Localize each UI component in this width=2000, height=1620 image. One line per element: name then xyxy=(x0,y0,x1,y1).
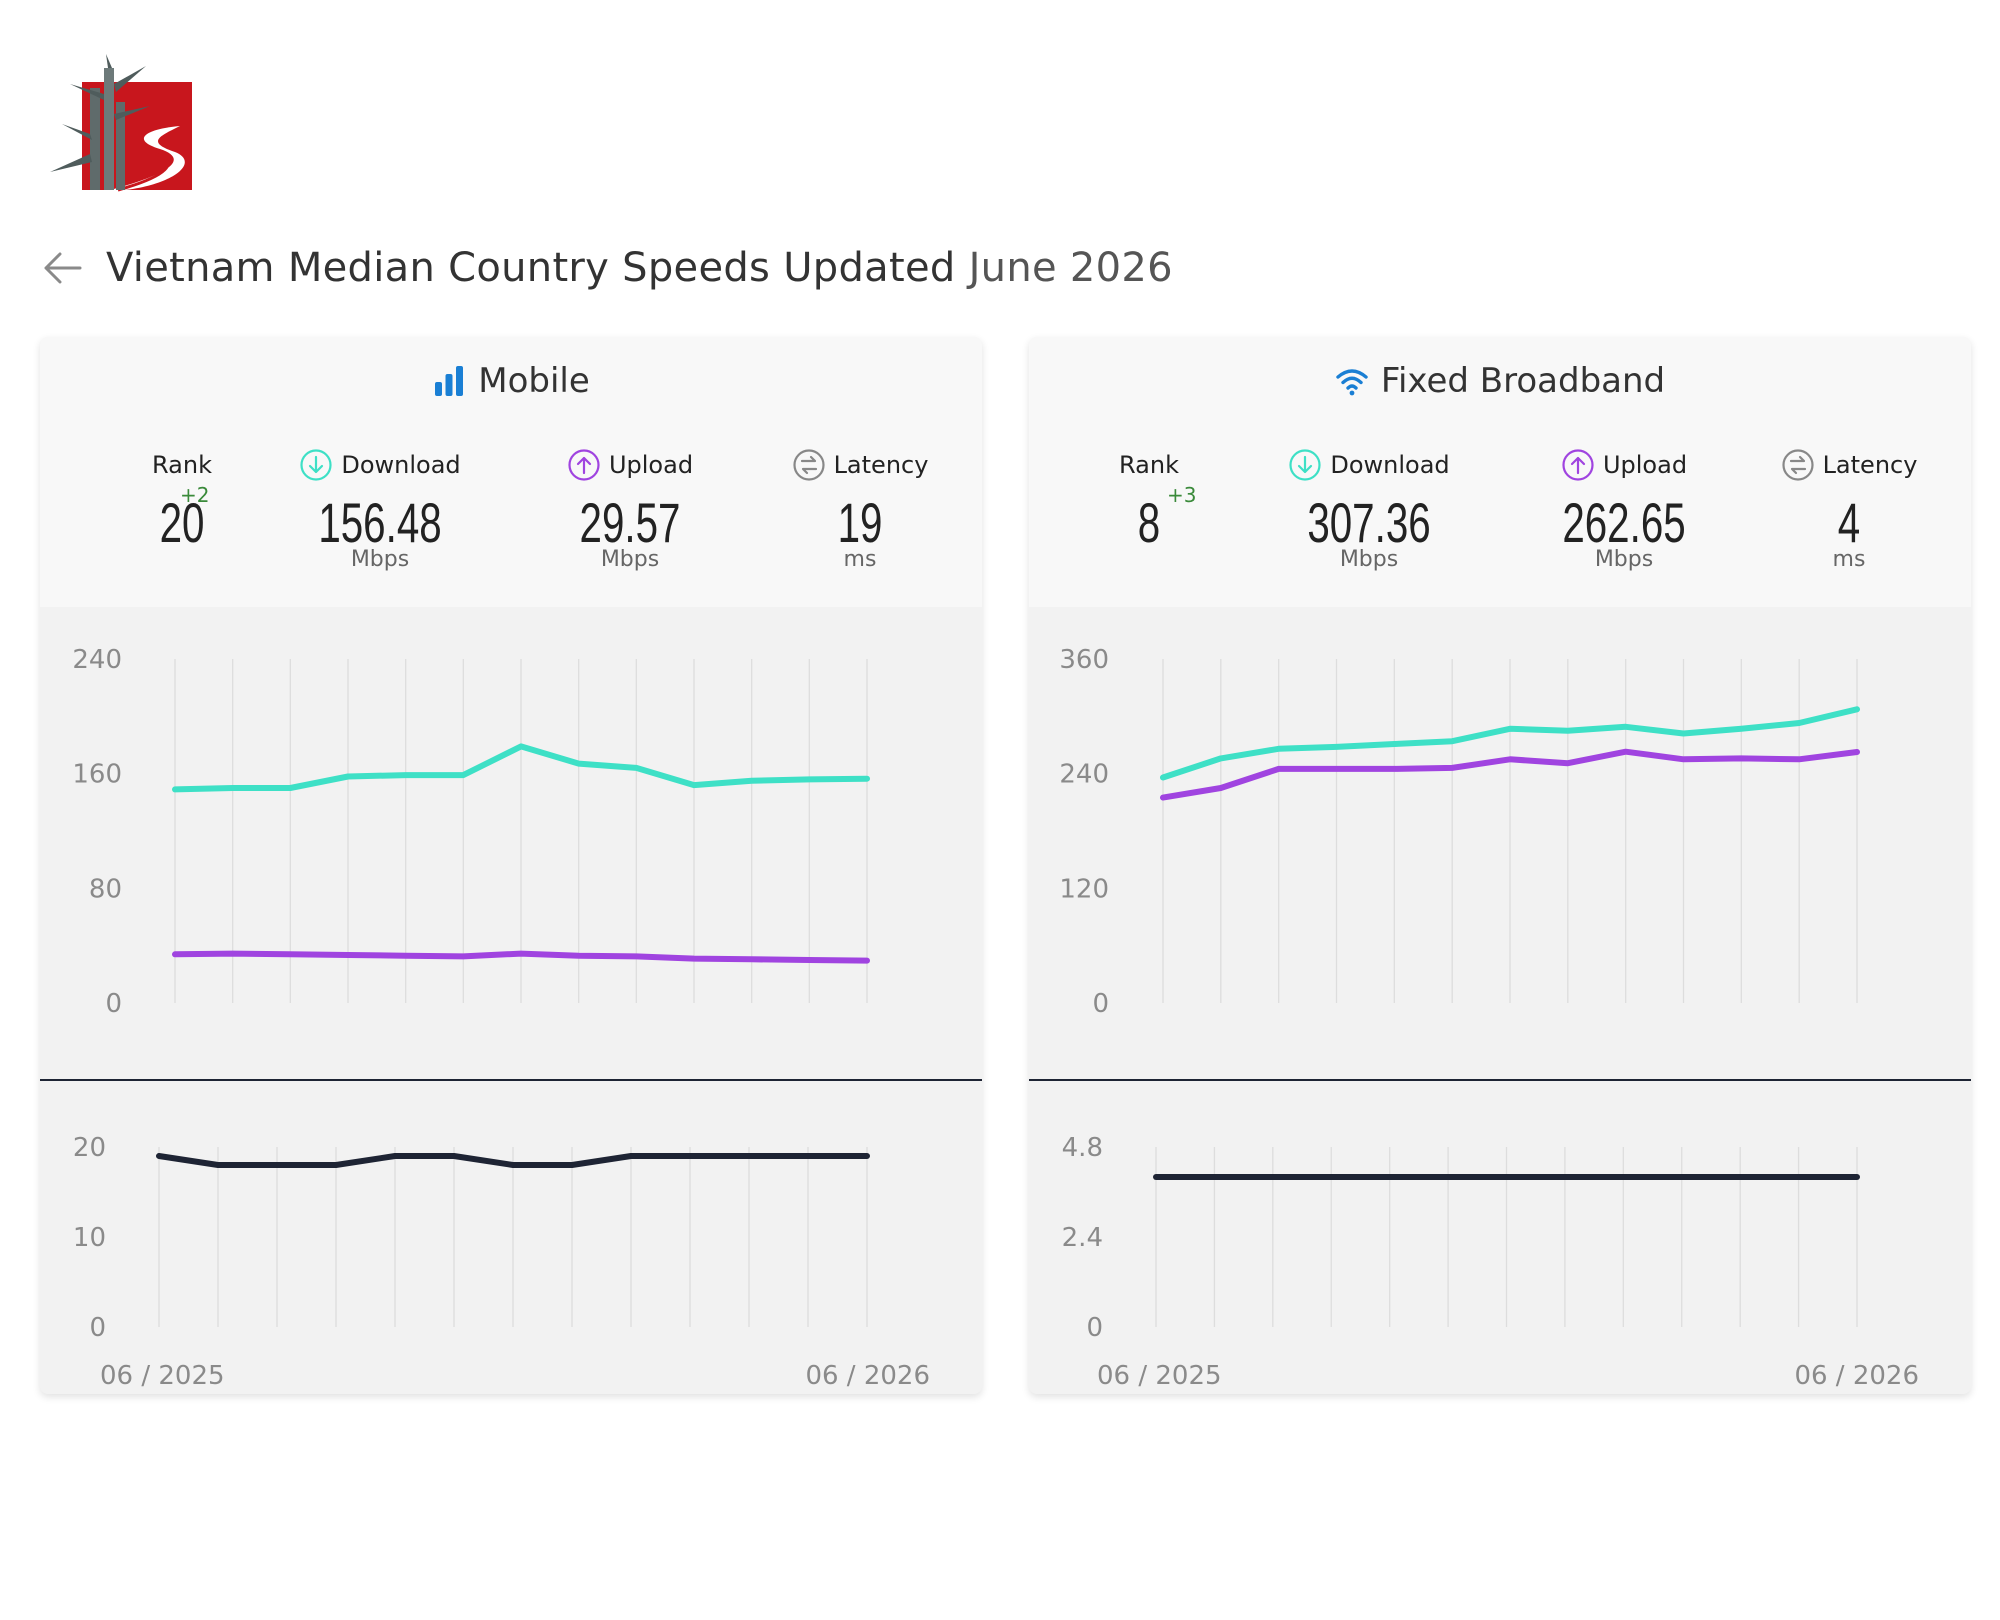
fixed-x-end-label: 06 / 2026 xyxy=(1794,1361,1919,1391)
fixed-rank-value: 8 xyxy=(1137,491,1161,554)
fixed-latency: Latency 4 ms xyxy=(1759,447,1939,572)
mobile-speed-y-tick-label: 0 xyxy=(105,989,122,1019)
page-title-text: Vietnam Median Country Speeds Updated xyxy=(106,245,956,291)
page-header: Vietnam Median Country Speeds Updated Ju… xyxy=(40,238,1173,298)
mobile-speed-y-tick-label: 160 xyxy=(72,760,122,790)
download-label: Download xyxy=(341,451,461,479)
fixed-speed-y-tick-label: 360 xyxy=(1059,645,1109,675)
mobile-speed-y-tick-label: 80 xyxy=(89,874,122,904)
mobile-speed-y-tick-label: 240 xyxy=(72,645,122,675)
fixed-broadband-card: Fixed Broadband Rank 8 +3 Download 307.3… xyxy=(1029,337,1971,1394)
fixed-card-title: Fixed Broadband xyxy=(1029,361,1971,401)
fixed-metrics-panel: Fixed Broadband Rank 8 +3 Download 307.3… xyxy=(1029,337,1971,607)
download-label: Download xyxy=(1330,451,1450,479)
mobile-x-end-label: 06 / 2026 xyxy=(805,1361,930,1391)
fixed-download-unit: Mbps xyxy=(1339,547,1399,572)
mobile-speed-upload-series-line xyxy=(172,950,870,964)
rank-label: Rank xyxy=(152,451,212,479)
fixed-speed-upload-series-line xyxy=(1160,748,1860,801)
mobile-latency-y-tick-label: 0 xyxy=(89,1313,106,1343)
mobile-download: Download 156.48 Mbps xyxy=(260,447,500,572)
latency-icon xyxy=(1781,449,1814,481)
fixed-rank: Rank 8 xyxy=(1069,447,1229,553)
latency-icon xyxy=(792,449,825,481)
mobile-upload: Upload 29.57 Mbps xyxy=(530,447,730,572)
mobile-latency-value: 19 xyxy=(837,491,883,554)
signal-bars-icon xyxy=(435,366,464,396)
mobile-upload-unit: Mbps xyxy=(600,547,660,572)
mobile-rank: Rank 20 xyxy=(102,447,262,553)
fixed-upload-unit: Mbps xyxy=(1594,547,1654,572)
mobile-x-start-label: 06 / 2025 xyxy=(100,1361,225,1391)
fixed-upload: Upload 262.65 Mbps xyxy=(1509,447,1739,572)
fixed-x-start-label: 06 / 2025 xyxy=(1097,1361,1222,1391)
mobile-latency-y-tick-label: 20 xyxy=(73,1133,106,1163)
mobile-upload-value: 29.57 xyxy=(579,491,681,554)
mobile-rank-value: 20 xyxy=(159,491,205,554)
upload-label: Upload xyxy=(608,451,694,479)
rank-label: Rank xyxy=(1119,451,1179,479)
updated-date: June 2026 xyxy=(968,245,1173,291)
fixed-latency-y-tick-label: 4.8 xyxy=(1062,1133,1103,1163)
mobile-card-title: Mobile xyxy=(40,361,982,401)
mobile-chart: 240 160 80 0 20 10 0 06 / 2025 06 / 2026 xyxy=(40,645,982,1391)
mobile-speed-download-series-line xyxy=(172,743,870,793)
fixed-broadband-chart: 360 240 120 0 4.8 2.4 0 06 / 2025 06 / 2026 xyxy=(1029,645,1971,1391)
fixed-speed-download-series-line xyxy=(1160,706,1860,781)
mobile-download-value: 156.48 xyxy=(318,491,442,554)
mobile-metrics-panel: Mobile Rank 20 +2 Download 156.48 Mbps xyxy=(40,337,982,607)
back-arrow-icon[interactable] xyxy=(40,246,84,290)
fixed-latency-y-tick-label: 0 xyxy=(1086,1313,1103,1343)
upload-icon xyxy=(1562,449,1594,481)
fixed-latency-unit: ms xyxy=(1832,547,1866,572)
latency-label: Latency xyxy=(833,451,929,479)
download-icon xyxy=(1289,449,1321,481)
mobile-latency-latency-series-line xyxy=(156,1153,870,1168)
download-icon xyxy=(300,449,332,481)
mobile-latency-y-tick-label: 10 xyxy=(73,1223,106,1253)
upload-icon xyxy=(568,449,600,481)
fixed-speed-y-tick-label: 240 xyxy=(1059,760,1109,790)
fixed-latency-value: 4 xyxy=(1837,491,1861,554)
fixed-latency-y-tick-label: 2.4 xyxy=(1062,1223,1103,1253)
fixed-rank-change: +3 xyxy=(1167,483,1197,507)
mobile-download-unit: Mbps xyxy=(350,547,410,572)
mobile-rank-change: +2 xyxy=(180,483,210,507)
wifi-icon xyxy=(1336,369,1368,396)
fixed-speed-y-tick-label: 0 xyxy=(1092,989,1109,1019)
mobile-latency: Latency 19 ms xyxy=(760,447,960,572)
logo xyxy=(50,54,192,192)
latency-label: Latency xyxy=(1822,451,1918,479)
upload-label: Upload xyxy=(1602,451,1688,479)
mobile-latency-unit: ms xyxy=(843,547,877,572)
fixed-download-value: 307.36 xyxy=(1307,491,1431,554)
fixed-download: Download 307.36 Mbps xyxy=(1239,447,1499,572)
fixed-speed-y-tick-label: 120 xyxy=(1059,874,1109,904)
fixed-title-label: Fixed Broadband xyxy=(1380,361,1666,401)
fixed-upload-value: 262.65 xyxy=(1562,491,1686,554)
page-title: Vietnam Median Country Speeds Updated Ju… xyxy=(106,245,1173,291)
mobile-title-label: Mobile xyxy=(478,361,590,401)
mobile-card: Mobile Rank 20 +2 Download 156.48 Mbps xyxy=(40,337,982,1394)
